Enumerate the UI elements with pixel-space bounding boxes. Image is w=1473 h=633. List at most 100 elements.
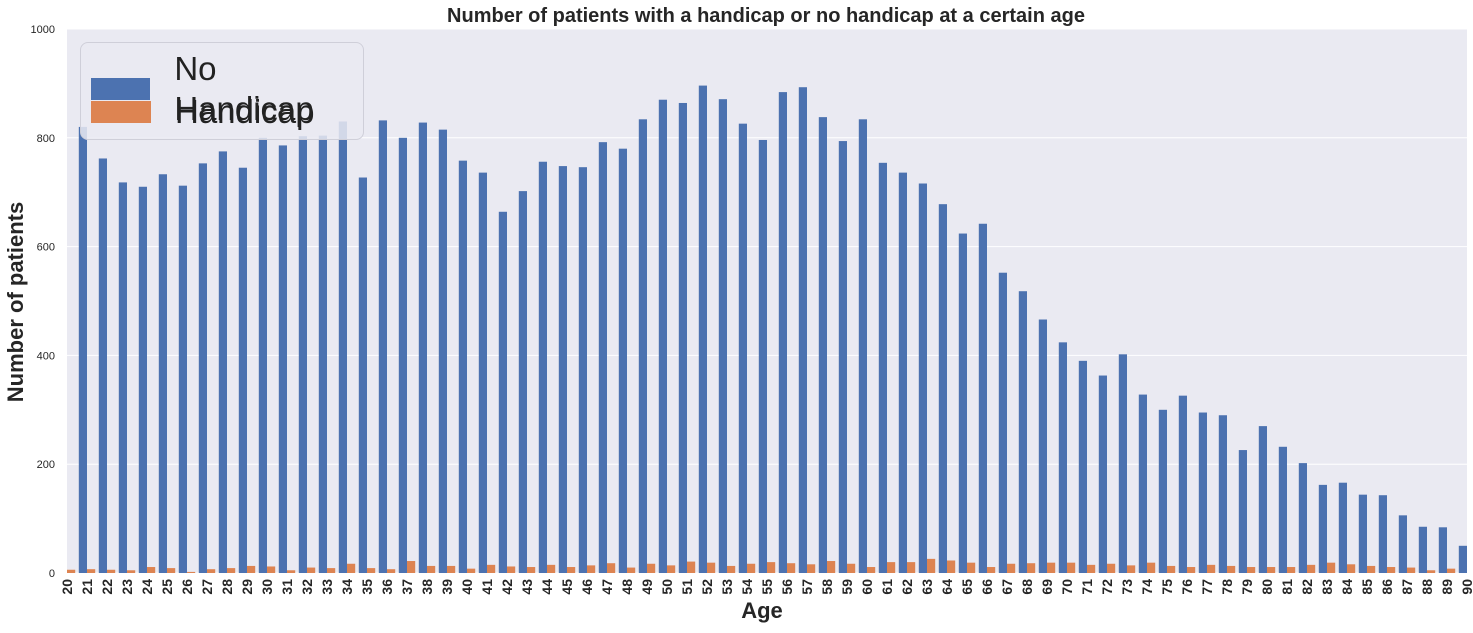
x-tick-label: 59 [839,579,855,595]
bar-no-handicap-46 [578,167,587,573]
bar-handicap-64 [947,560,956,573]
x-tick-label: 87 [1399,579,1415,595]
x-axis-label: Age [741,598,783,623]
bar-handicap-73 [1127,565,1136,573]
bar-no-handicap-42 [498,211,507,573]
bar-no-handicap-59 [838,141,847,573]
bar-handicap-78 [1227,565,1236,573]
bar-no-handicap-68 [1018,291,1027,573]
bar-no-handicap-58 [818,117,827,573]
bar-no-handicap-90 [1458,545,1467,573]
bar-handicap-61 [887,562,896,573]
bar-handicap-46 [587,565,596,573]
bar-no-handicap-33 [318,135,327,573]
x-tick-label: 47 [599,579,615,595]
x-tick-label: 32 [299,579,315,595]
x-tick-label: 75 [1159,579,1175,595]
bar-handicap-22 [107,569,116,573]
bar-no-handicap-63 [918,183,927,573]
x-tick-label: 64 [939,579,955,595]
bar-no-handicap-47 [598,142,607,573]
bar-handicap-33 [327,568,336,573]
x-tick-label: 20 [59,579,75,595]
x-tick-label: 62 [899,579,915,595]
y-tick-label: 1000 [31,24,55,36]
bar-handicap-36 [387,569,396,573]
x-tick-label: 73 [1119,579,1135,595]
bar-no-handicap-48 [618,148,627,573]
bar-handicap-38 [427,565,436,573]
bar-handicap-72 [1107,563,1116,573]
x-tick-label: 55 [759,579,775,595]
bar-no-handicap-84 [1338,482,1347,573]
x-tick-label: 24 [139,579,155,595]
x-tick-label: 71 [1079,579,1095,595]
x-tick-label: 83 [1319,579,1335,595]
bar-handicap-29 [247,565,256,573]
bar-handicap-68 [1027,563,1036,573]
x-tick-label: 39 [439,579,455,595]
x-tick-label: 85 [1359,579,1375,595]
x-tick-label: 76 [1179,579,1195,595]
bar-no-handicap-40 [458,160,467,573]
bar-no-handicap-31 [278,145,287,574]
bar-no-handicap-51 [678,102,687,573]
bar-no-handicap-87 [1398,515,1407,573]
bar-handicap-21 [87,569,96,573]
x-tick-label: 51 [679,579,695,595]
bar-no-handicap-61 [878,162,887,573]
bar-handicap-85 [1367,565,1376,573]
bar-handicap-41 [487,564,496,573]
bar-handicap-76 [1187,567,1196,573]
bar-no-handicap-74 [1138,394,1147,573]
x-tick-label: 34 [339,579,355,595]
bar-handicap-50 [667,565,676,573]
x-tick-label: 29 [239,579,255,595]
chart-title: Number of patients with a handicap or no… [447,5,1085,27]
bar-handicap-42 [507,566,516,573]
bar-handicap-70 [1067,562,1076,573]
x-tick-label: 23 [119,579,135,595]
legend: No Handicap Handicap [80,42,364,140]
y-tick-label: 800 [37,133,55,145]
bar-no-handicap-77 [1198,412,1207,573]
x-tick-label: 60 [859,579,875,595]
bar-handicap-60 [867,567,876,573]
bar-no-handicap-76 [1178,395,1187,573]
bar-no-handicap-22 [98,158,107,573]
bar-no-handicap-50 [658,99,667,573]
bar-handicap-55 [767,562,776,573]
bar-no-handicap-37 [398,137,407,574]
bar-handicap-53 [727,565,736,573]
bar-handicap-28 [227,568,236,573]
bar-no-handicap-57 [798,87,807,574]
legend-swatch-no-handicap [91,78,151,100]
bar-no-handicap-56 [778,92,787,573]
bar-no-handicap-38 [418,122,427,573]
bar-handicap-79 [1247,567,1256,573]
bar-handicap-71 [1087,564,1096,573]
bar-handicap-34 [347,563,356,573]
x-tick-label: 88 [1419,579,1435,595]
bar-no-handicap-81 [1278,446,1287,573]
x-tick-label: 78 [1219,579,1235,595]
bar-handicap-54 [747,563,756,573]
bar-no-handicap-55 [758,139,767,574]
x-tick-label: 31 [279,579,295,595]
bar-handicap-39 [447,565,456,573]
x-tick-label: 48 [619,579,635,595]
bar-no-handicap-79 [1238,450,1247,573]
bar-no-handicap-88 [1418,526,1427,573]
x-tick-label: 79 [1239,579,1255,595]
bar-handicap-66 [987,567,996,573]
x-tick-label: 21 [79,579,95,595]
bar-handicap-35 [367,568,376,573]
x-tick-label: 35 [359,579,375,595]
bar-handicap-27 [207,569,216,573]
x-tick-label: 74 [1139,579,1155,595]
bar-handicap-25 [167,568,176,573]
x-tick-label: 56 [779,579,795,595]
bar-no-handicap-25 [158,174,167,573]
bar-handicap-80 [1267,567,1276,573]
x-tick-label: 53 [719,579,735,595]
